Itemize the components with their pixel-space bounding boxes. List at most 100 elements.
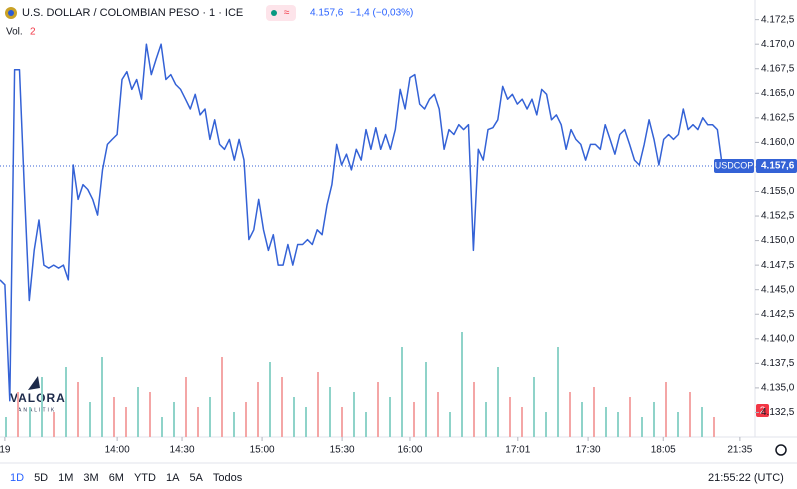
header-change: −1,4 (−0,03%) bbox=[350, 8, 413, 19]
volume-badge-text: 2 bbox=[760, 406, 766, 417]
x-tick-label: 18:05 bbox=[651, 445, 676, 456]
volume-bar bbox=[461, 332, 463, 437]
price-line bbox=[0, 43, 724, 402]
timeframe-button[interactable]: 1D bbox=[10, 472, 24, 484]
volume-bar bbox=[509, 397, 511, 437]
watermark: VALORA bbox=[10, 391, 66, 405]
volume-bar bbox=[305, 407, 307, 437]
volume-bar bbox=[77, 382, 79, 437]
volume-bar bbox=[185, 377, 187, 437]
volume-bar bbox=[29, 407, 31, 437]
volume-bar bbox=[521, 407, 523, 437]
volume-bar bbox=[89, 402, 91, 437]
volume-bar bbox=[209, 397, 211, 437]
timeframe-button[interactable]: 1A bbox=[166, 472, 180, 484]
volume-badge bbox=[756, 404, 769, 417]
volume-bar bbox=[653, 402, 655, 437]
volume-bar bbox=[389, 397, 391, 437]
y-tick-label: 4.150,0 bbox=[761, 235, 795, 246]
volume-bar bbox=[473, 382, 475, 437]
symbol-tag bbox=[714, 158, 754, 173]
volume-bar bbox=[701, 407, 703, 437]
price-tag bbox=[756, 158, 797, 173]
volume-bar bbox=[377, 382, 379, 437]
x-tick-label: 15:00 bbox=[250, 445, 275, 456]
volume-bar bbox=[713, 417, 715, 437]
timeframe-button[interactable]: Todos bbox=[213, 472, 243, 484]
y-tick-label: 4.155,0 bbox=[761, 186, 795, 197]
timeframe-button[interactable]: 5A bbox=[189, 472, 203, 484]
y-tick-label: 4.135,0 bbox=[761, 383, 795, 394]
timeframe-button[interactable]: 5D bbox=[34, 472, 48, 484]
y-tick-label: 4.147,5 bbox=[761, 260, 795, 271]
volume-bar bbox=[5, 417, 7, 437]
x-tick-label: 19 bbox=[0, 445, 11, 456]
symbol-tag-text: USDCOP bbox=[715, 160, 754, 170]
volume-bar bbox=[581, 402, 583, 437]
volume-bar bbox=[605, 407, 607, 437]
watermark-sub: ANALITIK bbox=[18, 407, 56, 413]
volume-bar bbox=[341, 407, 343, 437]
volume-bar bbox=[485, 402, 487, 437]
y-tick-label: 4.140,0 bbox=[761, 333, 795, 344]
settings-icon[interactable] bbox=[775, 444, 787, 456]
volume-bar bbox=[413, 402, 415, 437]
status-badge bbox=[266, 5, 296, 21]
volume-bar bbox=[545, 412, 547, 437]
volume-bar bbox=[317, 372, 319, 437]
flag-icon bbox=[8, 10, 14, 16]
volume-bar bbox=[221, 357, 223, 437]
volume-bar bbox=[173, 402, 175, 437]
volume-bar bbox=[617, 412, 619, 437]
x-tick-label: 17:01 bbox=[505, 445, 530, 456]
volume-value: 2 bbox=[30, 27, 36, 38]
status-icon: ≈ bbox=[284, 8, 290, 19]
volume-bar bbox=[233, 412, 235, 437]
timeframe-button[interactable]: 1M bbox=[58, 472, 73, 484]
volume-bar bbox=[689, 392, 691, 437]
volume-bar bbox=[641, 417, 643, 437]
x-tick-label: 15:30 bbox=[330, 445, 355, 456]
timeframe-button[interactable]: 3M bbox=[83, 472, 98, 484]
y-tick-label: 4.162,5 bbox=[761, 112, 795, 123]
market-dot bbox=[271, 10, 277, 16]
volume-bar bbox=[329, 387, 331, 437]
y-tick-label: 4.142,5 bbox=[761, 309, 795, 320]
symbol-title: U.S. DOLLAR / COLOMBIAN PESO · 1 · ICE bbox=[22, 7, 243, 19]
volume-bar bbox=[41, 377, 43, 437]
volume-bar bbox=[401, 347, 403, 437]
y-tick-label: 4.145,0 bbox=[761, 284, 795, 295]
y-tick-label: 4.137,5 bbox=[761, 358, 795, 369]
watermark-logo bbox=[28, 376, 40, 390]
y-tick-label: 4.167,5 bbox=[761, 63, 795, 74]
y-tick-label: 4.132,5 bbox=[761, 407, 795, 418]
volume-bar bbox=[557, 347, 559, 437]
volume-bar bbox=[65, 367, 67, 437]
volume-bar bbox=[53, 412, 55, 437]
price-tag-text: 4.157,6 bbox=[761, 161, 795, 172]
volume-bar bbox=[353, 392, 355, 437]
x-tick-label: 16:00 bbox=[397, 445, 422, 456]
timeframe-button[interactable]: YTD bbox=[134, 472, 156, 484]
volume-bar bbox=[629, 397, 631, 437]
x-tick-label: 21:35 bbox=[727, 445, 752, 456]
volume-bar bbox=[665, 382, 667, 437]
y-tick-label: 4.172,5 bbox=[761, 14, 795, 25]
volume-bar bbox=[497, 367, 499, 437]
header-price: 4.157,6 bbox=[310, 8, 344, 19]
timeframe-button[interactable]: 6M bbox=[109, 472, 124, 484]
y-tick-label: 4.170,0 bbox=[761, 39, 795, 50]
x-tick-label: 14:30 bbox=[170, 445, 195, 456]
volume-bar bbox=[149, 392, 151, 437]
y-tick-label: 4.160,0 bbox=[761, 137, 795, 148]
y-tick-label: 4.152,5 bbox=[761, 211, 795, 222]
volume-bar bbox=[533, 377, 535, 437]
volume-bar bbox=[281, 377, 283, 437]
volume-bar bbox=[425, 362, 427, 437]
volume-bar bbox=[125, 407, 127, 437]
volume-bar bbox=[113, 397, 115, 437]
volume-bar bbox=[269, 362, 271, 437]
volume-bar bbox=[365, 412, 367, 437]
